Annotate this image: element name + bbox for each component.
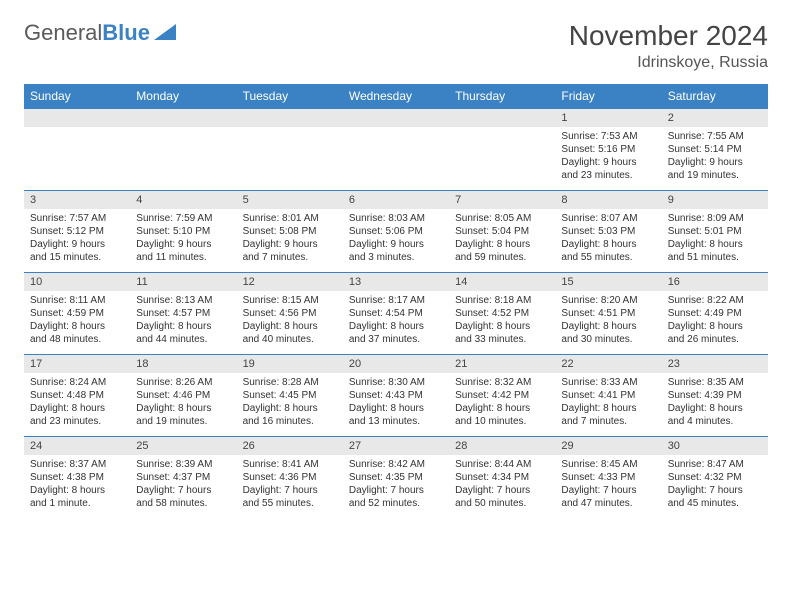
day-number: 19 (237, 355, 343, 374)
weekday-row: SundayMondayTuesdayWednesdayThursdayFrid… (24, 84, 768, 109)
logo-blue: Blue (102, 20, 150, 46)
day-detail: Sunrise: 8:11 AM Sunset: 4:59 PM Dayligh… (24, 291, 130, 355)
day-detail: Sunrise: 8:17 AM Sunset: 4:54 PM Dayligh… (343, 291, 449, 355)
day-detail: Sunrise: 7:53 AM Sunset: 5:16 PM Dayligh… (555, 127, 661, 191)
weekday-header: Friday (555, 84, 661, 109)
day-detail: Sunrise: 8:33 AM Sunset: 4:41 PM Dayligh… (555, 373, 661, 437)
calendar-table: SundayMondayTuesdayWednesdayThursdayFrid… (24, 84, 768, 518)
weekday-header: Wednesday (343, 84, 449, 109)
day-number: 13 (343, 273, 449, 292)
day-number: 10 (24, 273, 130, 292)
day-number (237, 109, 343, 128)
weekday-header: Saturday (662, 84, 768, 109)
day-detail: Sunrise: 8:05 AM Sunset: 5:04 PM Dayligh… (449, 209, 555, 273)
day-detail: Sunrise: 8:07 AM Sunset: 5:03 PM Dayligh… (555, 209, 661, 273)
day-number: 23 (662, 355, 768, 374)
day-number: 7 (449, 191, 555, 210)
day-number: 30 (662, 437, 768, 456)
day-detail: Sunrise: 8:41 AM Sunset: 4:36 PM Dayligh… (237, 455, 343, 518)
day-detail: Sunrise: 7:55 AM Sunset: 5:14 PM Dayligh… (662, 127, 768, 191)
day-detail (237, 127, 343, 191)
day-number: 1 (555, 109, 661, 128)
day-detail: Sunrise: 8:01 AM Sunset: 5:08 PM Dayligh… (237, 209, 343, 273)
weekday-header: Monday (130, 84, 236, 109)
day-detail: Sunrise: 8:45 AM Sunset: 4:33 PM Dayligh… (555, 455, 661, 518)
calendar-body: 12Sunrise: 7:53 AM Sunset: 5:16 PM Dayli… (24, 109, 768, 519)
detail-row: Sunrise: 7:57 AM Sunset: 5:12 PM Dayligh… (24, 209, 768, 273)
day-number: 12 (237, 273, 343, 292)
day-detail: Sunrise: 8:44 AM Sunset: 4:34 PM Dayligh… (449, 455, 555, 518)
day-number: 5 (237, 191, 343, 210)
logo-general: General (24, 20, 102, 46)
day-number: 9 (662, 191, 768, 210)
day-detail: Sunrise: 8:42 AM Sunset: 4:35 PM Dayligh… (343, 455, 449, 518)
day-number: 16 (662, 273, 768, 292)
daynum-row: 3456789 (24, 191, 768, 210)
day-number: 26 (237, 437, 343, 456)
day-number: 8 (555, 191, 661, 210)
day-number: 25 (130, 437, 236, 456)
month-title: November 2024 (569, 20, 768, 52)
day-number: 6 (343, 191, 449, 210)
day-detail (343, 127, 449, 191)
day-number: 29 (555, 437, 661, 456)
day-detail: Sunrise: 8:03 AM Sunset: 5:06 PM Dayligh… (343, 209, 449, 273)
day-detail: Sunrise: 8:39 AM Sunset: 4:37 PM Dayligh… (130, 455, 236, 518)
day-detail: Sunrise: 8:26 AM Sunset: 4:46 PM Dayligh… (130, 373, 236, 437)
day-detail: Sunrise: 8:22 AM Sunset: 4:49 PM Dayligh… (662, 291, 768, 355)
day-number: 15 (555, 273, 661, 292)
header: GeneralBlue November 2024 Idrinskoye, Ru… (24, 20, 768, 72)
day-number (130, 109, 236, 128)
day-number: 20 (343, 355, 449, 374)
day-number: 18 (130, 355, 236, 374)
title-block: November 2024 Idrinskoye, Russia (569, 20, 768, 72)
weekday-header: Thursday (449, 84, 555, 109)
day-detail: Sunrise: 8:30 AM Sunset: 4:43 PM Dayligh… (343, 373, 449, 437)
day-number: 21 (449, 355, 555, 374)
detail-row: Sunrise: 8:37 AM Sunset: 4:38 PM Dayligh… (24, 455, 768, 518)
day-number: 27 (343, 437, 449, 456)
day-detail: Sunrise: 7:57 AM Sunset: 5:12 PM Dayligh… (24, 209, 130, 273)
day-detail: Sunrise: 8:35 AM Sunset: 4:39 PM Dayligh… (662, 373, 768, 437)
day-detail: Sunrise: 8:37 AM Sunset: 4:38 PM Dayligh… (24, 455, 130, 518)
day-detail: Sunrise: 8:28 AM Sunset: 4:45 PM Dayligh… (237, 373, 343, 437)
day-detail: Sunrise: 8:13 AM Sunset: 4:57 PM Dayligh… (130, 291, 236, 355)
day-detail (24, 127, 130, 191)
day-detail: Sunrise: 8:09 AM Sunset: 5:01 PM Dayligh… (662, 209, 768, 273)
day-detail: Sunrise: 8:18 AM Sunset: 4:52 PM Dayligh… (449, 291, 555, 355)
day-detail: Sunrise: 8:20 AM Sunset: 4:51 PM Dayligh… (555, 291, 661, 355)
day-number: 22 (555, 355, 661, 374)
day-detail: Sunrise: 8:24 AM Sunset: 4:48 PM Dayligh… (24, 373, 130, 437)
day-number (343, 109, 449, 128)
day-number: 24 (24, 437, 130, 456)
day-number: 14 (449, 273, 555, 292)
location: Idrinskoye, Russia (569, 54, 768, 72)
day-detail (130, 127, 236, 191)
daynum-row: 24252627282930 (24, 437, 768, 456)
day-number: 28 (449, 437, 555, 456)
day-number: 2 (662, 109, 768, 128)
detail-row: Sunrise: 7:53 AM Sunset: 5:16 PM Dayligh… (24, 127, 768, 191)
triangle-icon (154, 20, 176, 46)
day-number: 17 (24, 355, 130, 374)
day-detail: Sunrise: 7:59 AM Sunset: 5:10 PM Dayligh… (130, 209, 236, 273)
logo: GeneralBlue (24, 20, 176, 46)
day-detail: Sunrise: 8:32 AM Sunset: 4:42 PM Dayligh… (449, 373, 555, 437)
day-detail (449, 127, 555, 191)
weekday-header: Sunday (24, 84, 130, 109)
day-number: 11 (130, 273, 236, 292)
day-detail: Sunrise: 8:47 AM Sunset: 4:32 PM Dayligh… (662, 455, 768, 518)
daynum-row: 10111213141516 (24, 273, 768, 292)
daynum-row: 17181920212223 (24, 355, 768, 374)
day-number (449, 109, 555, 128)
detail-row: Sunrise: 8:11 AM Sunset: 4:59 PM Dayligh… (24, 291, 768, 355)
day-detail: Sunrise: 8:15 AM Sunset: 4:56 PM Dayligh… (237, 291, 343, 355)
detail-row: Sunrise: 8:24 AM Sunset: 4:48 PM Dayligh… (24, 373, 768, 437)
weekday-header: Tuesday (237, 84, 343, 109)
daynum-row: 12 (24, 109, 768, 128)
day-number: 3 (24, 191, 130, 210)
day-number (24, 109, 130, 128)
day-number: 4 (130, 191, 236, 210)
